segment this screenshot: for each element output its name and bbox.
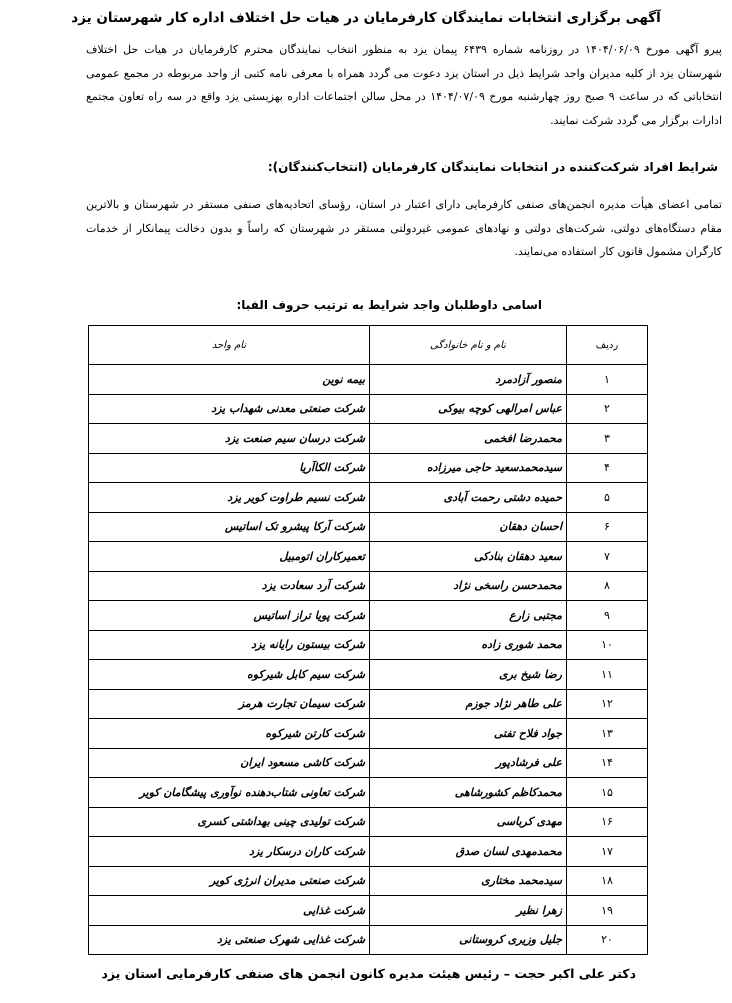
page-title: آگهی برگزاری انتخابات نمایندگان کارفرمای…: [71, 10, 661, 26]
row-index: ۱۰: [566, 629, 648, 660]
unit-name: شرکت صنعتی معدنی شهداب یزد: [88, 393, 370, 424]
unit-name: شرکت سیم کابل شیرکوه: [88, 659, 370, 690]
row-index: ۲: [566, 393, 648, 424]
unit-name: شرکت تولیدی چینی بهداشتی کسری: [88, 806, 370, 837]
row-index: ۱: [566, 364, 648, 395]
candidate-name: محمد شوری زاده: [369, 629, 567, 660]
candidate-name: زهرا نظیر: [369, 895, 567, 926]
unit-name: شرکت آرکا پیشرو تک اساتیس: [88, 511, 370, 542]
row-index: ۳: [566, 423, 648, 454]
candidate-name: محمدرضا افخمی: [369, 423, 567, 454]
candidate-name: جواد فلاح تفتی: [369, 718, 567, 749]
row-index: ۱۴: [566, 747, 648, 778]
candidate-name: محمدمهدی لسان صدق: [369, 836, 567, 867]
candidate-name: علی طاهر نژاد جوزم: [369, 688, 567, 719]
row-index: ۸: [566, 570, 648, 601]
unit-name: شرکت آرد سعادت یزد: [88, 570, 370, 601]
table-row: ۱۲ علی طاهر نژاد جوزم شرکت سیمان تجارت هرم…: [88, 688, 648, 719]
row-index: ۴: [566, 452, 648, 483]
candidate-name: سیدمحمدسعید حاجی میرزاده: [369, 452, 567, 483]
table-row: ۱ منصور آزادمرد بیمه نوین: [88, 364, 648, 395]
candidate-name: محمدکاظم کشورشاهی: [369, 777, 567, 808]
row-index: ۱۸: [566, 865, 648, 896]
row-index: ۱۵: [566, 777, 648, 808]
row-index: ۶: [566, 511, 648, 542]
table-row: ۲ عباس امرالهی کوچه بیوکی شرکت صنعتی معدنی…: [88, 393, 648, 424]
conditions-heading: شرایط افراد شرکت‌کننده در انتخابات نماین…: [267, 160, 718, 174]
unit-name: شرکت کاران درسکار یزد: [88, 836, 370, 867]
unit-name: تعمیرکاران اتومبیل: [88, 541, 370, 572]
row-index: ۱۲: [566, 688, 648, 719]
row-index: ۱۱: [566, 659, 648, 690]
unit-name: بیمه نوین: [88, 364, 370, 395]
row-index: ۱۶: [566, 806, 648, 837]
row-index: ۵: [566, 482, 648, 513]
table-row: ۸ محمدحسن راسخی نژاد شرکت آرد سعادت یزد: [88, 570, 648, 601]
table-row: ۹ مجتبی زارع شرکت پویا تراز اساتیس: [88, 600, 648, 631]
table-row: ۳ محمدرضا افخمی شرکت درسان سیم صنعت یزد: [88, 423, 648, 454]
candidate-name: مجتبی زارع: [369, 600, 567, 631]
candidate-name: محمدحسن راسخی نژاد: [369, 570, 567, 601]
unit-name: شرکت نسیم طراوت کویر یزد: [88, 482, 370, 513]
candidate-name: علی فرشادپور: [369, 747, 567, 778]
table-row: ۱۴ علی فرشادپور شرکت کاشی مسعود ایران: [88, 747, 648, 778]
intro-paragraph: پیرو آگهی مورخ ۱۴۰۴/۰۶/۰۹ در روزنامه شما…: [86, 43, 723, 127]
row-index: ۲۰: [566, 924, 648, 955]
unit-name: شرکت سیمان تجارت هرمز: [88, 688, 370, 719]
candidate-name: مهدی کرباسی: [369, 806, 567, 837]
candidate-name: سیدمحمد مختاری: [369, 865, 567, 896]
row-index: ۹: [566, 600, 648, 631]
unit-name: شرکت درسان سیم صنعت یزد: [88, 423, 370, 454]
table-row: ۱۷ محمدمهدی لسان صدق شرکت کاران درسکار یزد: [88, 836, 648, 867]
row-index: ۷: [566, 541, 648, 572]
table-row: ۱۸ سیدمحمد مختاری شرکت صنعتی مدیران انرژی …: [88, 865, 648, 896]
table-row: ۱۱ رضا شیخ بری شرکت سیم کابل شیرکوه: [88, 659, 648, 690]
unit-name: شرکت کاشی مسعود ایران: [88, 747, 370, 778]
table-row: ۱۵ محمدکاظم کشورشاهی شرکت تعاونی شتاب‌دهند…: [88, 777, 648, 808]
header-index: ردیف: [566, 325, 648, 365]
unit-name: شرکت غذایی شهرک صنعتی یزد: [88, 924, 370, 955]
signature: دکتر علی اکبر حجت – رئیس هیئت مدیره کانو…: [101, 966, 636, 981]
table-row: ۱۰ محمد شوری زاده شرکت بیستون رایانه یزد: [88, 629, 648, 660]
table-row: ۶ احسان دهقان شرکت آرکا پیشرو تک اساتیس: [88, 511, 648, 542]
row-index: ۱۳: [566, 718, 648, 749]
candidate-name: جلیل وزیری کروستانی: [369, 924, 567, 955]
candidate-name: حمیده دشتی رحمت آبادی: [369, 482, 567, 513]
table-row: ۱۳ جواد فلاح تفتی شرکت کارتن شیرکوه: [88, 718, 648, 749]
candidate-name: منصور آزادمرد: [369, 364, 567, 395]
unit-name: شرکت الکاآریا: [88, 452, 370, 483]
candidate-name: احسان دهقان: [369, 511, 567, 542]
unit-name: شرکت صنعتی مدیران انرژی کویر: [88, 865, 370, 896]
unit-name: شرکت غذایی: [88, 895, 370, 926]
candidate-name: رضا شیخ بری: [369, 659, 567, 690]
table-row: ۵ حمیده دشتی رحمت آبادی شرکت نسیم طراوت کو…: [88, 482, 648, 513]
table-row: ۴ سیدمحمدسعید حاجی میرزاده شرکت الکاآریا: [88, 452, 648, 483]
unit-name: شرکت پویا تراز اساتیس: [88, 600, 370, 631]
conditions-paragraph: تمامی اعضای هیأت مدیره انجمن‌های صنفی کا…: [86, 198, 722, 258]
unit-name: شرکت بیستون رایانه یزد: [88, 629, 370, 660]
unit-name: شرکت تعاونی شتاب‌دهنده نوآوری پیشگامان ک…: [88, 777, 370, 808]
table-row: ۱۶ مهدی کرباسی شرکت تولیدی چینی بهداشتی کس…: [88, 806, 648, 837]
candidate-name: عباس امرالهی کوچه بیوکی: [369, 393, 567, 424]
candidates-table: ردیف نام و نام خانوادگی نام واحد ۱ منصور …: [88, 325, 648, 955]
candidates-heading: اسامی داوطلبان واجد شرایط به ترتیب حروف …: [236, 298, 542, 312]
row-index: ۱۷: [566, 836, 648, 867]
candidate-name: سعید دهقان بنادکی: [369, 541, 567, 572]
table-row: ۷ سعید دهقان بنادکی تعمیرکاران اتومبیل: [88, 541, 648, 572]
header-name: نام و نام خانوادگی: [369, 325, 567, 365]
row-index: ۱۹: [566, 895, 648, 926]
unit-name: شرکت کارتن شیرکوه: [88, 718, 370, 749]
table-row: ۲۰ جلیل وزیری کروستانی شرکت غذایی شهرک صنع…: [88, 924, 648, 955]
table-header-row: ردیف نام و نام خانوادگی نام واحد: [88, 325, 648, 365]
table-row: ۱۹ زهرا نظیر شرکت غذایی: [88, 895, 648, 926]
header-unit: نام واحد: [88, 325, 370, 365]
